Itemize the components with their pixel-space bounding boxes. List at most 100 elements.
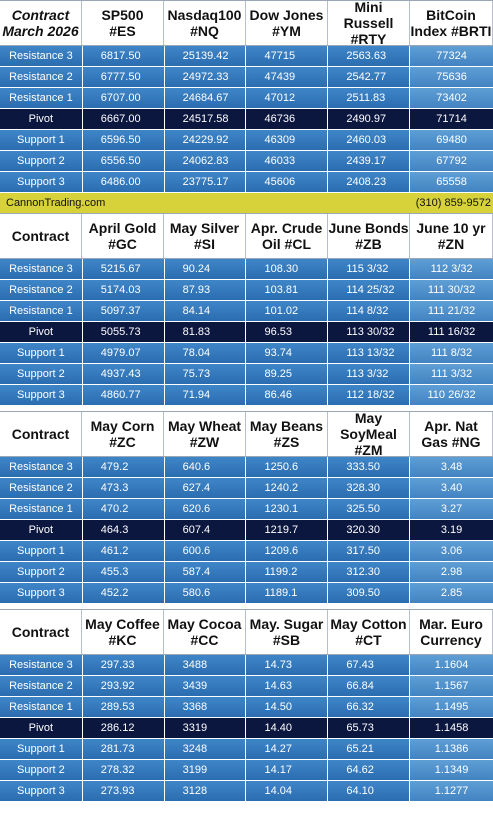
- instrument-header: May Corn #ZC: [82, 412, 164, 456]
- level-value: 65.21: [328, 739, 411, 759]
- level-value: 71.94: [164, 385, 247, 405]
- level-value: 64.62: [328, 760, 411, 780]
- level-row: Resistance 2 6777.50 24972.33 47439 2542.77 7…: [0, 67, 493, 88]
- level-value: 81.83: [164, 322, 247, 342]
- website-label: CannonTrading.com: [6, 197, 106, 209]
- instrument-header: May SoyMeal #ZM: [328, 412, 410, 456]
- level-value: 3.27: [410, 499, 493, 519]
- level-value: 452.2: [82, 583, 165, 603]
- phone-label: (310) 859-9572: [415, 197, 491, 209]
- level-row: Support 2 4937.43 75.73 89.25 113 3/32 111 3/…: [0, 364, 493, 385]
- level-value: 3319: [164, 718, 247, 738]
- level-value: 1.1458: [410, 718, 493, 738]
- level-row: Support 3 6486.00 23775.17 45606 2408.23 6555…: [0, 172, 493, 193]
- level-label: Support 3: [0, 781, 83, 801]
- level-value: 3.48: [410, 457, 493, 477]
- level-value: 2460.03: [328, 130, 411, 150]
- level-value: 111 8/32: [410, 343, 493, 363]
- level-value: 67792: [410, 151, 493, 171]
- instrument-header: April Gold #GC: [82, 214, 164, 258]
- level-label: Resistance 2: [0, 478, 83, 498]
- level-label: Resistance 3: [0, 457, 83, 477]
- level-value: 640.6: [164, 457, 247, 477]
- contract-header: Contract: [0, 412, 82, 456]
- level-row: Resistance 2 5174.03 87.93 103.81 114 25/32 1…: [0, 280, 493, 301]
- level-value: 328.30: [328, 478, 411, 498]
- level-value: 66.84: [328, 676, 411, 696]
- instrument-header: June 10 yr #ZN: [410, 214, 493, 258]
- contract-header: Contract: [0, 610, 82, 654]
- level-value: 14.27: [246, 739, 329, 759]
- level-value: 5097.37: [82, 301, 165, 321]
- instrument-header: May Cocoa #CC: [164, 610, 246, 654]
- level-row: Resistance 1 470.2 620.6 1230.1 325.50 3.27: [0, 499, 493, 520]
- section-gap: [0, 406, 493, 411]
- level-label: Support 2: [0, 562, 83, 582]
- instrument-header: May. Sugar #SB: [246, 610, 328, 654]
- level-value: 101.02: [246, 301, 329, 321]
- level-value: 73402: [410, 88, 493, 108]
- instrument-header: Apr. Crude Oil #CL: [246, 214, 328, 258]
- level-value: 75636: [410, 67, 493, 87]
- section-gap: [0, 802, 493, 807]
- level-label: Pivot: [0, 520, 83, 540]
- level-value: 317.50: [328, 541, 411, 561]
- level-label: Resistance 2: [0, 676, 83, 696]
- level-label: Resistance 3: [0, 259, 83, 279]
- level-value: 78.04: [164, 343, 247, 363]
- level-label: Resistance 1: [0, 88, 83, 108]
- level-row: Support 1 4979.07 78.04 93.74 113 13/32 111 8…: [0, 343, 493, 364]
- level-value: 14.40: [246, 718, 329, 738]
- level-label: Support 3: [0, 583, 83, 603]
- level-value: 325.50: [328, 499, 411, 519]
- level-value: 65558: [410, 172, 493, 192]
- level-row: Resistance 1 5097.37 84.14 101.02 114 8/32 11…: [0, 301, 493, 322]
- level-label: Pivot: [0, 718, 83, 738]
- level-value: 93.74: [246, 343, 329, 363]
- level-value: 47439: [246, 67, 329, 87]
- level-row: Support 1 6596.50 24229.92 46309 2460.03 6948…: [0, 130, 493, 151]
- level-value: 90.24: [164, 259, 247, 279]
- level-row: Support 3 452.2 580.6 1189.1 309.50 2.85: [0, 583, 493, 604]
- level-value: 46033: [246, 151, 329, 171]
- level-value: 312.30: [328, 562, 411, 582]
- level-row: Support 2 278.32 3199 14.17 64.62 1.1349: [0, 760, 493, 781]
- level-label: Resistance 3: [0, 655, 83, 675]
- section-header-row: Contract March 2026 SP500 #ES Nasdaq100 #N…: [0, 0, 493, 46]
- level-value: 627.4: [164, 478, 247, 498]
- level-value: 5174.03: [82, 280, 165, 300]
- level-value: 111 16/32: [410, 322, 493, 342]
- level-value: 464.3: [82, 520, 165, 540]
- contact-banner: CannonTrading.com (310) 859-9572: [0, 193, 493, 213]
- level-row: Support 2 455.3 587.4 1199.2 312.30 2.98: [0, 562, 493, 583]
- level-value: 273.93: [82, 781, 165, 801]
- level-value: 111 3/32: [410, 364, 493, 384]
- level-label: Resistance 1: [0, 499, 83, 519]
- level-value: 473.3: [82, 478, 165, 498]
- level-value: 111 30/32: [410, 280, 493, 300]
- level-value: 45606: [246, 172, 329, 192]
- instrument-header: Mini Russell #RTY: [328, 1, 410, 45]
- level-value: 2563.63: [328, 46, 411, 66]
- instrument-header: Apr. Nat Gas #NG: [410, 412, 493, 456]
- level-value: 113 3/32: [328, 364, 411, 384]
- level-value: 455.3: [82, 562, 165, 582]
- level-value: 103.81: [246, 280, 329, 300]
- level-value: 3.19: [410, 520, 493, 540]
- level-label: Support 2: [0, 364, 83, 384]
- level-label: Support 3: [0, 385, 83, 405]
- level-value: 309.50: [328, 583, 411, 603]
- level-label: Support 3: [0, 172, 83, 192]
- instrument-header: Dow Jones #YM: [246, 1, 328, 45]
- instrument-header: June Bonds #ZB: [328, 214, 410, 258]
- level-value: 4979.07: [82, 343, 165, 363]
- level-value: 23775.17: [164, 172, 247, 192]
- level-row: Resistance 3 6817.50 25139.42 47715 2563.63 7…: [0, 46, 493, 67]
- level-row: Resistance 3 5215.67 90.24 108.30 115 3/32 11…: [0, 259, 493, 280]
- instrument-header: May Cotton #CT: [328, 610, 410, 654]
- level-value: 14.04: [246, 781, 329, 801]
- level-value: 87.93: [164, 280, 247, 300]
- level-value: 6486.00: [82, 172, 165, 192]
- level-value: 461.2: [82, 541, 165, 561]
- level-value: 620.6: [164, 499, 247, 519]
